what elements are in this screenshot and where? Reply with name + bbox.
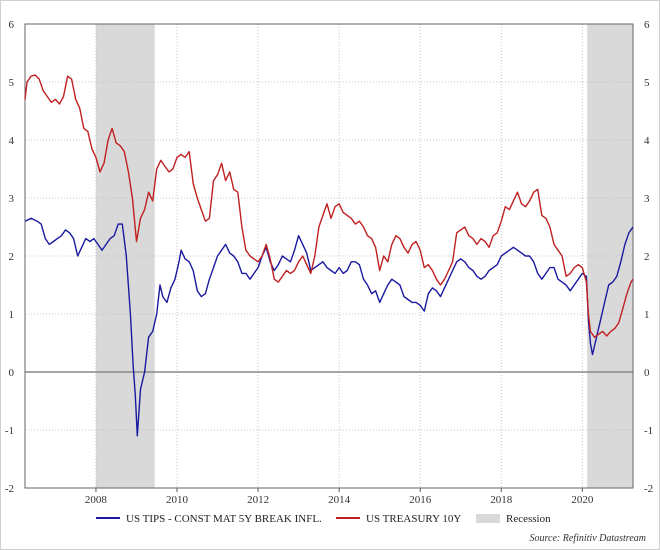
y-tick-label-right-4: 2 xyxy=(644,251,650,263)
recession-band-0 xyxy=(95,24,155,488)
legend-label-tips: US TIPS - CONST MAT 5Y BREAK INFL. xyxy=(126,513,322,525)
legend-label-treasury: US TREASURY 10Y xyxy=(366,513,461,525)
plot-border xyxy=(24,23,634,489)
y-tick-label-left-4: 2 xyxy=(9,251,15,263)
y-tick-label-right-8: 6 xyxy=(644,19,650,31)
y-tick-label-left-1: -1 xyxy=(5,425,14,437)
series-line-0 xyxy=(24,217,634,437)
recession-layer xyxy=(95,24,633,488)
x-tick-label-6: 2020 xyxy=(571,494,594,506)
axis-layer: -2 -2 -1 -1 0 0 1 1 2 2 3 3 4 4 5 5 6 6 2008 2010 2012 2014 20… xyxy=(5,19,653,506)
legend-label-recession: Recession xyxy=(506,513,551,525)
series-line-1 xyxy=(24,74,634,338)
y-tick-label-right-5: 3 xyxy=(644,193,650,205)
x-tick-label-1: 2010 xyxy=(166,494,189,506)
y-tick-label-right-3: 1 xyxy=(644,309,650,321)
y-tick-label-left-0: -2 xyxy=(5,483,14,495)
y-tick-label-left-8: 6 xyxy=(9,19,15,31)
x-tick-label-0: 2008 xyxy=(85,494,108,506)
y-tick-label-left-3: 1 xyxy=(9,309,15,321)
legend: US TIPS - CONST MAT 5Y BREAK INFL. US TR… xyxy=(96,513,551,525)
y-tick-label-right-2: 0 xyxy=(644,367,650,379)
y-tick-label-right-0: -2 xyxy=(644,483,653,495)
y-tick-label-left-5: 3 xyxy=(9,193,15,205)
y-tick-label-right-7: 5 xyxy=(644,77,650,89)
x-tick-label-3: 2014 xyxy=(328,494,351,506)
legend-swatch-recession xyxy=(476,514,500,523)
x-tick-label-4: 2016 xyxy=(409,494,432,506)
y-tick-label-right-1: -1 xyxy=(644,425,653,437)
y-tick-label-left-2: 0 xyxy=(9,367,15,379)
y-tick-label-right-6: 4 xyxy=(644,135,650,147)
source-note: Source: Refinitiv Datastream xyxy=(530,533,646,544)
y-tick-label-left-6: 4 xyxy=(9,135,15,147)
x-tick-label-2: 2012 xyxy=(247,494,269,506)
y-tick-label-left-7: 5 xyxy=(9,77,15,89)
x-tick-label-5: 2018 xyxy=(490,494,513,506)
series-layer xyxy=(24,74,634,437)
